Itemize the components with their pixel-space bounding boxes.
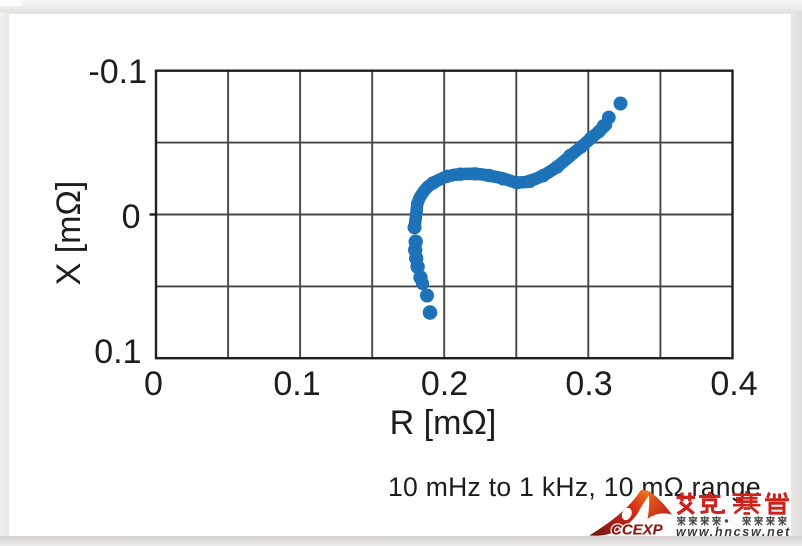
svg-text:CCEXP: CCEXP: [611, 522, 664, 539]
svg-text:CCEXP: CCEXP: [611, 522, 664, 539]
svg-text:www.hncsw.net: www.hncsw.net: [676, 525, 791, 539]
